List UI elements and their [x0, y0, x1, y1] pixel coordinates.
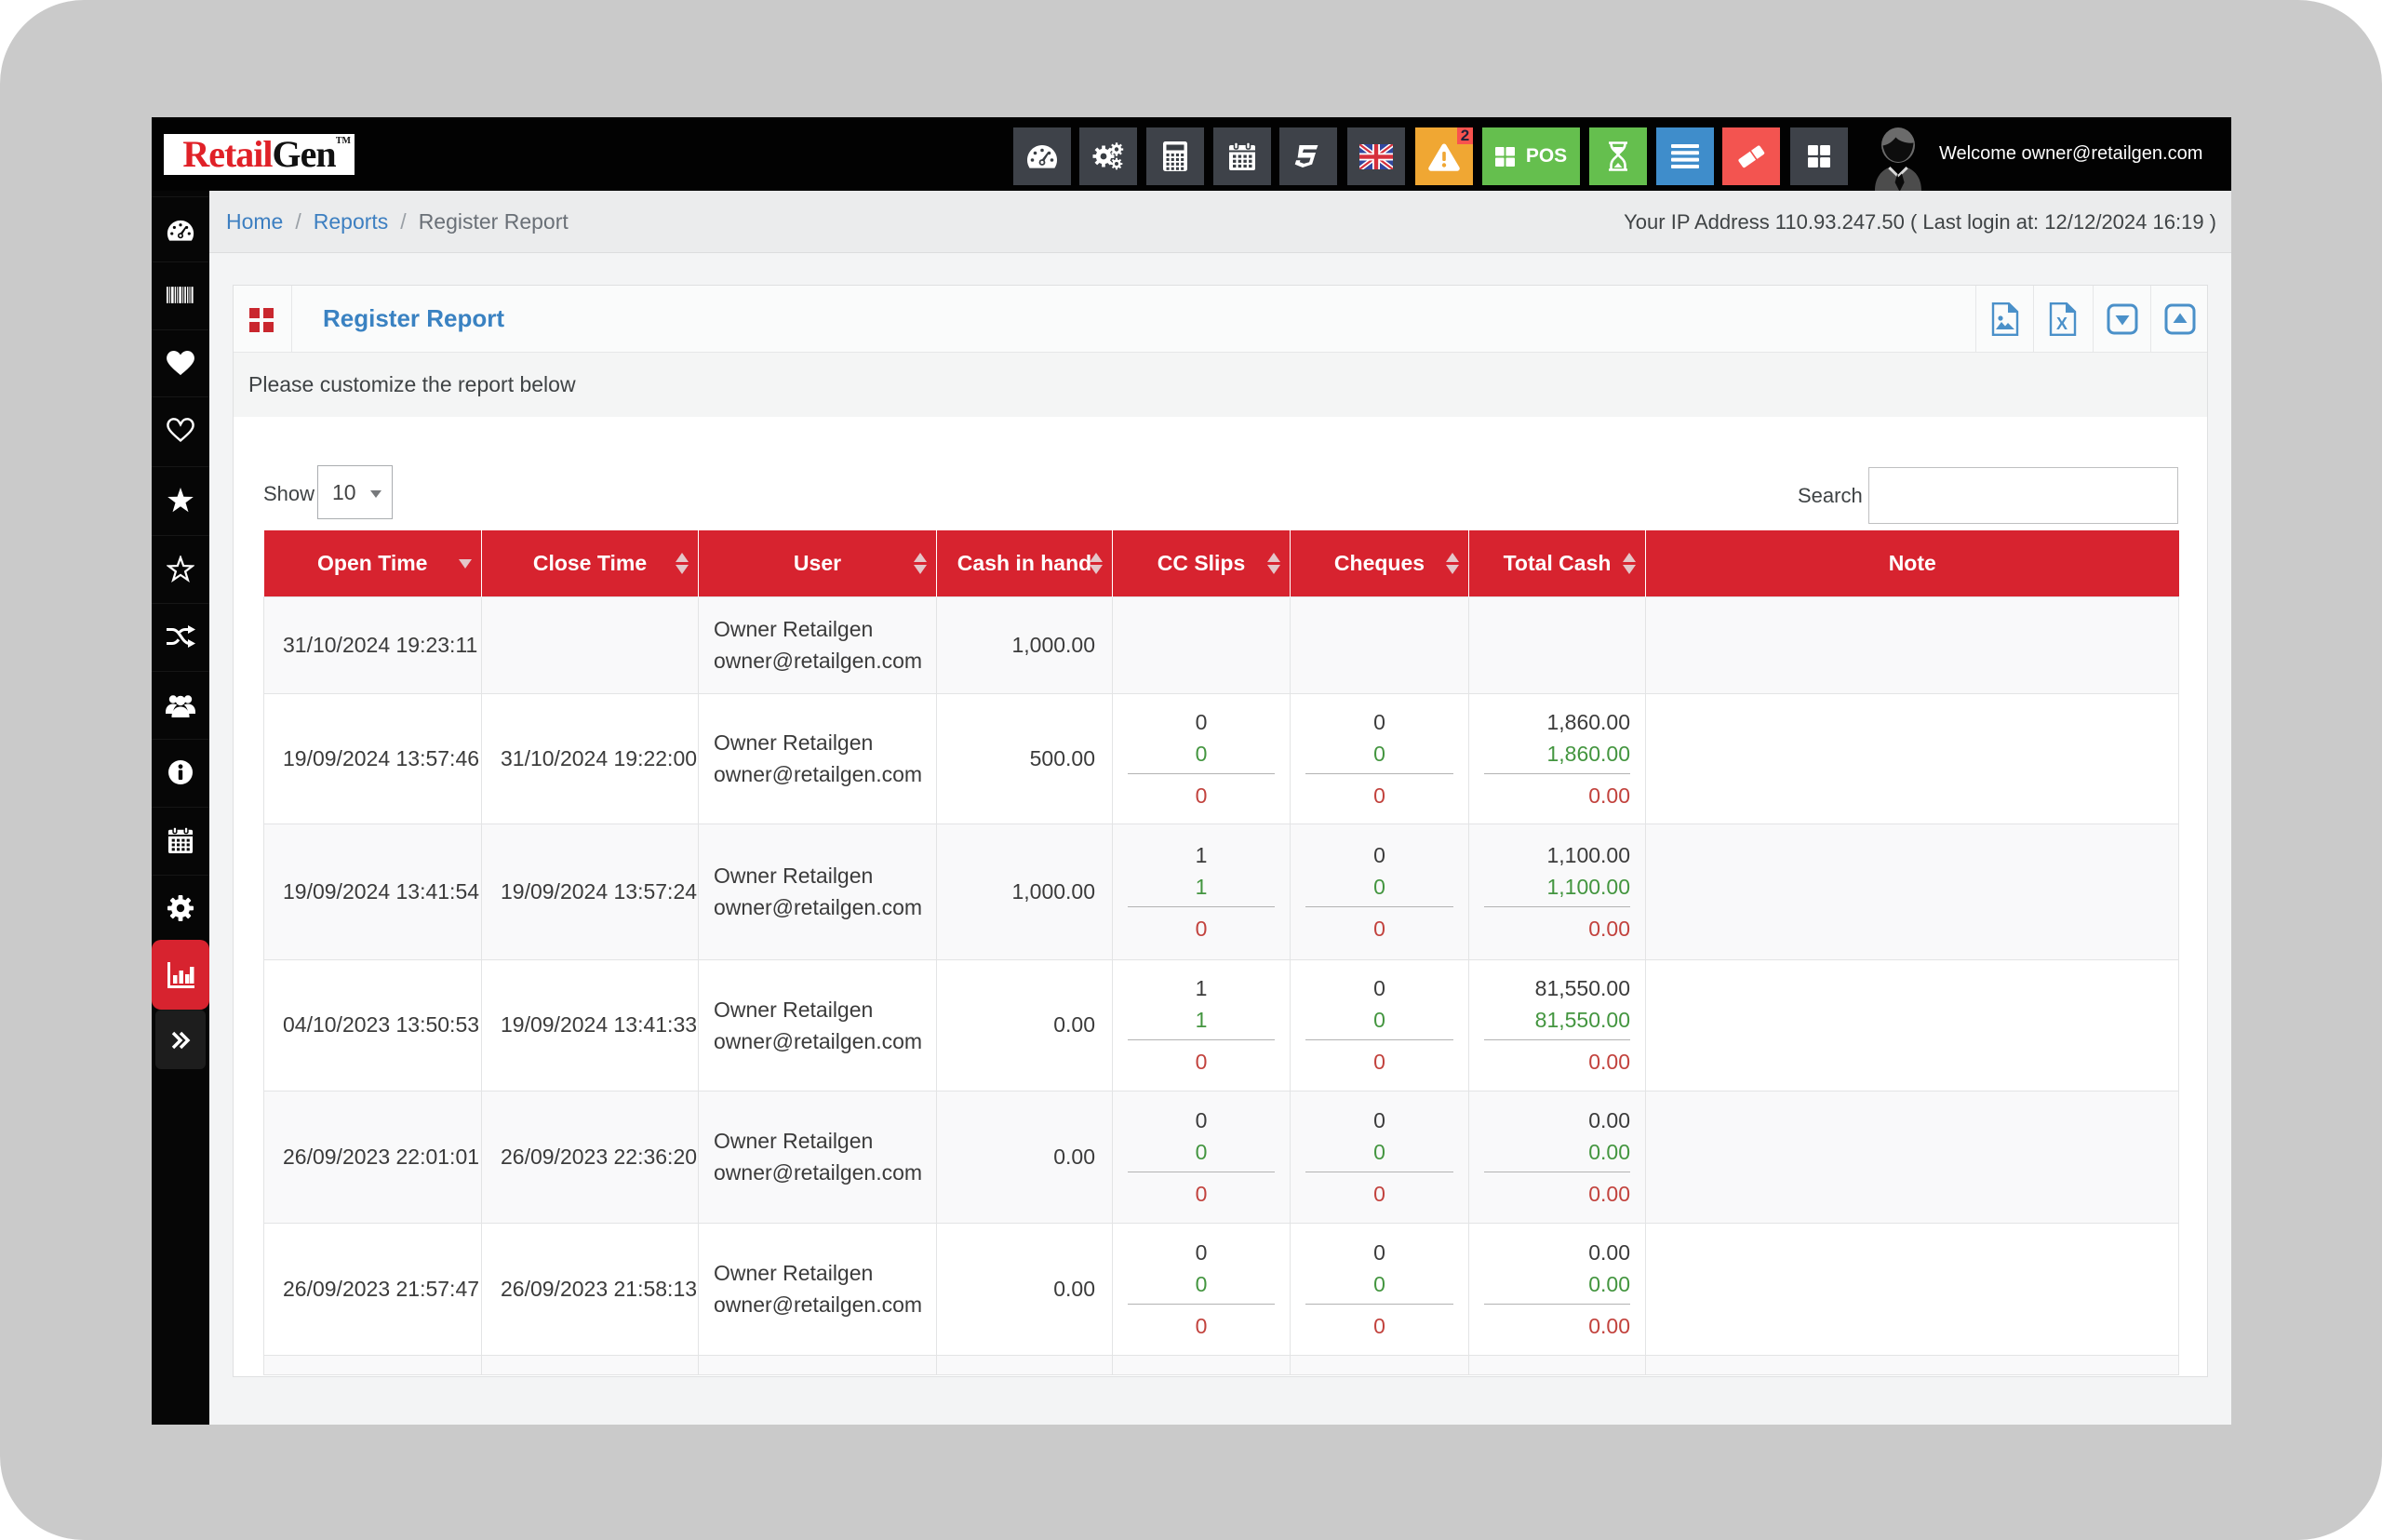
svg-text:X: X — [2056, 315, 2068, 333]
